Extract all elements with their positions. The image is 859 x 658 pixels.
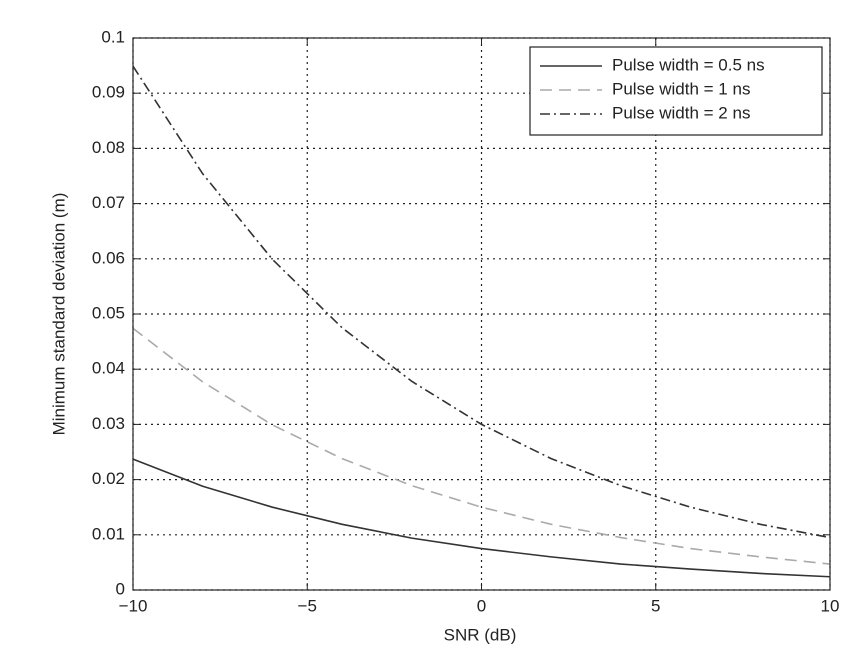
y-tick-label: 0.02 [92, 469, 125, 488]
legend-box [529, 46, 823, 136]
legend-label: Pulse width = 1 ns [612, 79, 750, 98]
y-tick-label: 0.03 [92, 414, 125, 433]
y-tick-label: 0.07 [92, 193, 125, 212]
y-tick-label: 0.08 [92, 138, 125, 157]
legend-label: Pulse width = 2 ns [612, 103, 750, 122]
y-tick-label: 0.05 [92, 303, 125, 322]
x-tick-label: −5 [298, 596, 317, 615]
y-tick-label: 0.01 [92, 524, 125, 543]
line-series [132, 327, 831, 565]
line-series [132, 458, 831, 578]
y-axis-label: Minimum standard deviation (m) [49, 193, 68, 436]
x-tick-label: 0 [477, 596, 486, 615]
line-series [132, 65, 831, 539]
y-tick-label: 0.1 [101, 27, 125, 46]
x-axis-label: SNR (dB) [444, 625, 517, 644]
y-tick-label: 0.06 [92, 248, 125, 267]
x-tick-label: 5 [651, 596, 660, 615]
plot-frame [132, 37, 831, 591]
legend-label: Pulse width = 0.5 ns [612, 55, 765, 74]
y-tick-label: 0.09 [92, 83, 125, 102]
y-tick-label: 0.04 [92, 359, 125, 378]
x-tick-label: 10 [821, 596, 840, 615]
y-tick-label: 0 [116, 579, 125, 598]
x-tick-label: −10 [119, 596, 148, 615]
